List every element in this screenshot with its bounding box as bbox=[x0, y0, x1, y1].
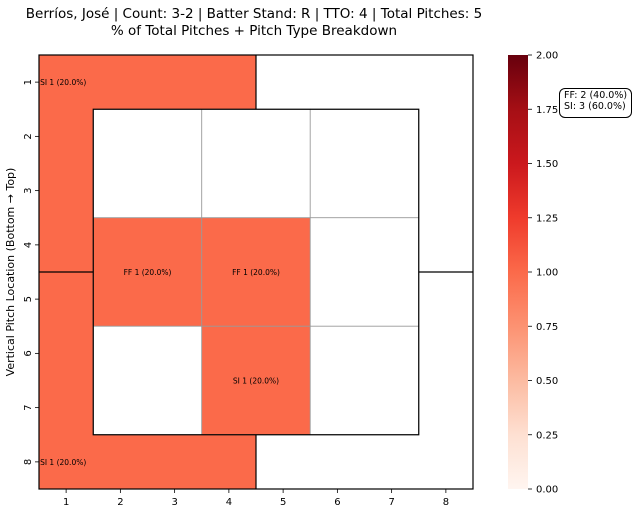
x-tick-label: 7 bbox=[388, 497, 394, 508]
zone-label: FF 1 (20.0%) bbox=[124, 268, 172, 277]
y-tick-label: 5 bbox=[23, 296, 34, 302]
colorbar-axis: 0.00 0.25 0.50 0.75 1.00 1.25 1.50 1.75 2.00 bbox=[528, 51, 558, 496]
x-tick-label: 5 bbox=[280, 497, 286, 508]
y-axis-label: Vertical Pitch Location (Bottom → Top) bbox=[4, 168, 17, 377]
zone-label: SI 1 (20.0%) bbox=[40, 458, 86, 467]
colorbar-tick-label: 1.00 bbox=[536, 268, 558, 279]
zone-inner-1 bbox=[92, 108, 203, 219]
x-tick-label: 4 bbox=[226, 497, 232, 508]
colorbar-tick-label: 0.50 bbox=[536, 376, 558, 387]
colorbar-tick-label: 1.25 bbox=[536, 213, 558, 224]
pitch-type-legend: FF: 2 (40.0%) SI: 3 (60.0%) bbox=[559, 88, 632, 118]
colorbar-tick-label: 0.25 bbox=[536, 430, 558, 441]
x-tick-label: 3 bbox=[171, 497, 177, 508]
zone-inner-6 bbox=[309, 217, 420, 327]
colorbar-tick-label: 1.75 bbox=[536, 105, 558, 116]
y-tick-label: 6 bbox=[23, 350, 34, 356]
colorbar-tick-label: 0.00 bbox=[536, 485, 558, 496]
y-tick-label: 8 bbox=[23, 459, 34, 465]
strike-zone-border bbox=[92, 108, 420, 436]
colorbar bbox=[508, 55, 528, 489]
y-tick-label: 7 bbox=[23, 404, 34, 410]
y-axis: 1 2 3 4 5 6 7 8 bbox=[23, 79, 39, 465]
y-tick-label: 4 bbox=[23, 242, 34, 248]
chart-title: Berríos, José | Count: 3-2 | Batter Stan… bbox=[26, 6, 482, 22]
plot-frame bbox=[38, 54, 474, 490]
y-tick-label: 2 bbox=[23, 133, 34, 139]
plot-area: SI 1 (20.0%) SI 1 (20.0%) FF 1 (20.0%) FF 1… bbox=[38, 54, 474, 490]
chart-subtitle: % of Total Pitches + Pitch Type Breakdow… bbox=[111, 23, 397, 39]
x-axis: 1 2 3 4 5 6 7 8 bbox=[63, 489, 449, 508]
zone-label: SI 1 (20.0%) bbox=[233, 377, 279, 386]
colorbar-tick-label: 2.00 bbox=[536, 51, 558, 62]
legend-entry-ff: FF: 2 (40.0%) bbox=[564, 90, 628, 101]
zone-inner-9 bbox=[309, 325, 420, 436]
zone-inner-2 bbox=[201, 108, 311, 219]
zone-label: FF 1 (20.0%) bbox=[232, 268, 280, 277]
x-tick-label: 8 bbox=[443, 497, 449, 508]
zone-inner-8 bbox=[201, 325, 311, 436]
zone-inner-4 bbox=[92, 217, 203, 327]
colorbar-tick-label: 1.50 bbox=[536, 159, 558, 170]
y-tick-label: 3 bbox=[23, 187, 34, 193]
zone-inner-7 bbox=[92, 325, 203, 436]
x-tick-label: 2 bbox=[117, 497, 123, 508]
x-tick-label: 6 bbox=[334, 497, 340, 508]
zone-inner-3 bbox=[309, 108, 420, 219]
outer-zone-dividers bbox=[39, 55, 473, 489]
y-tick-label: 1 bbox=[23, 79, 34, 85]
legend-entry-si: SI: 3 (60.0%) bbox=[564, 101, 626, 112]
x-tick-label: 1 bbox=[63, 497, 69, 508]
colorbar-tick-label: 0.75 bbox=[536, 322, 558, 333]
zone-label: SI 1 (20.0%) bbox=[40, 78, 86, 87]
